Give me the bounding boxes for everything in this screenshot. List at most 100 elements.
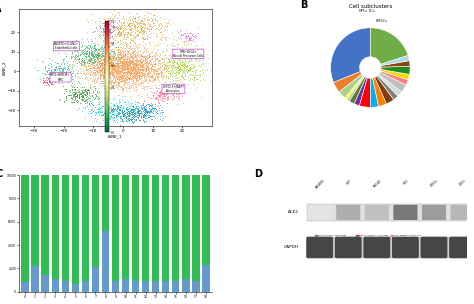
Point [131, 61, 138, 66]
Point [101, 87, 109, 92]
Point [93, 57, 100, 61]
Point [129, 66, 137, 71]
Point [119, 57, 127, 61]
Point [118, 67, 126, 72]
Point [90, 47, 98, 52]
Point [163, 95, 171, 99]
Point [111, 63, 118, 67]
Point [96, 82, 103, 87]
Point [99, 61, 106, 66]
Point [113, 60, 121, 65]
Point [74, 69, 82, 74]
Point [112, 112, 119, 117]
Point [58, 81, 65, 85]
Point [117, 75, 125, 80]
Point [186, 59, 193, 64]
Point [148, 66, 156, 71]
Point [114, 64, 121, 69]
Point [119, 55, 127, 60]
Point [116, 75, 124, 80]
Point [153, 32, 160, 37]
Point [140, 27, 148, 32]
Point [105, 70, 112, 75]
Point [144, 59, 151, 64]
Point [111, 24, 118, 29]
Point [146, 75, 154, 80]
Point [114, 62, 122, 67]
Point [131, 109, 138, 114]
Point [187, 56, 194, 60]
Point [125, 10, 132, 15]
Point [59, 68, 66, 73]
Wedge shape [339, 74, 364, 98]
Point [111, 57, 118, 61]
Point [91, 62, 98, 67]
Point [114, 26, 122, 31]
Point [91, 47, 99, 52]
Point [130, 116, 137, 121]
Point [109, 112, 116, 116]
Point [189, 33, 196, 37]
Point [142, 111, 150, 116]
Point [153, 70, 160, 75]
Point [102, 46, 110, 50]
Point [146, 73, 154, 78]
Point [180, 82, 188, 87]
Point [119, 56, 127, 61]
Point [99, 60, 106, 64]
Point [139, 29, 146, 34]
Point [110, 73, 118, 78]
Point [119, 49, 127, 54]
Point [99, 66, 106, 71]
Point [137, 28, 145, 33]
Point [144, 56, 152, 61]
Point [82, 45, 90, 50]
Point [196, 68, 203, 73]
Point [90, 65, 97, 70]
Point [121, 84, 128, 89]
Point [207, 47, 215, 52]
Point [109, 25, 117, 29]
Bar [92, 267, 99, 292]
Point [182, 33, 189, 38]
Point [107, 71, 114, 76]
Point [86, 57, 93, 62]
Point [143, 16, 151, 21]
Point [190, 68, 198, 73]
Point [158, 88, 166, 92]
Point [95, 65, 103, 70]
Point [45, 65, 52, 70]
Point [112, 101, 119, 106]
Point [154, 67, 161, 71]
Point [112, 64, 120, 68]
Point [88, 94, 96, 99]
Point [99, 59, 106, 64]
Point [104, 109, 112, 114]
Point [82, 93, 89, 98]
Point [141, 48, 148, 53]
Point [124, 54, 131, 59]
Point [101, 22, 109, 26]
Wedge shape [331, 28, 370, 82]
Point [103, 27, 110, 32]
Point [100, 57, 108, 62]
Point [91, 74, 99, 79]
Point [128, 78, 136, 83]
Point [117, 99, 124, 104]
Point [139, 113, 147, 118]
Point [139, 118, 146, 123]
Point [89, 53, 96, 58]
Point [114, 69, 121, 74]
Point [128, 57, 136, 62]
Point [118, 66, 126, 71]
Point [126, 108, 134, 112]
Point [168, 66, 176, 71]
Point [159, 48, 167, 53]
Point [124, 58, 131, 63]
Point [114, 63, 121, 67]
Point [167, 54, 175, 58]
Point [134, 71, 141, 76]
Point [124, 112, 131, 117]
Point [92, 52, 100, 57]
Point [118, 5, 126, 10]
